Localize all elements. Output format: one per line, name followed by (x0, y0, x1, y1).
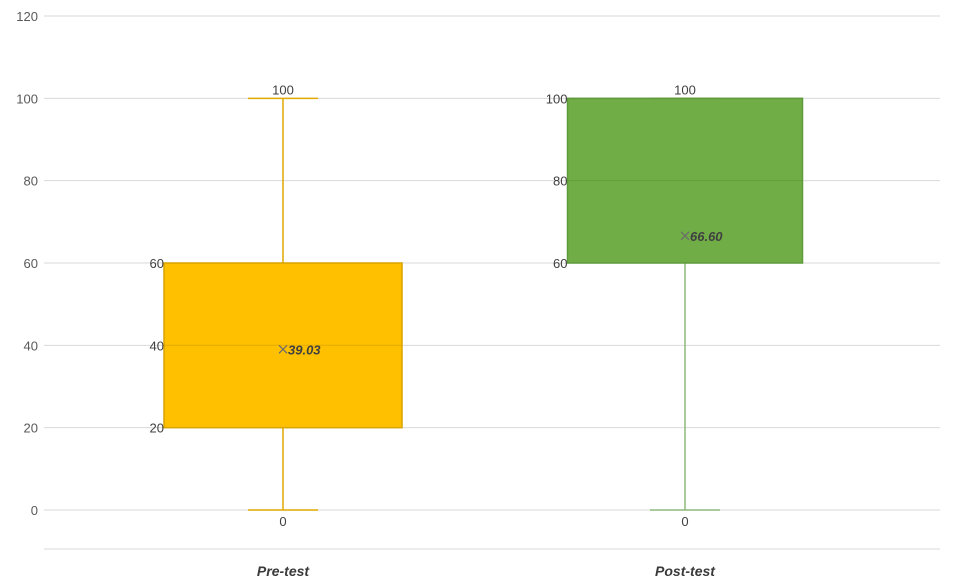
y-tick-label-80: 80 (24, 174, 38, 189)
q3-label-post-test: 100 (546, 91, 568, 106)
median-label-pre-test: 40 (150, 338, 164, 353)
min-label-post-test: 0 (681, 514, 688, 529)
y-tick-label-120: 120 (16, 9, 38, 24)
q3-label-pre-test: 60 (150, 256, 164, 271)
box-post-test: 66.60 100 0 100 80 60 (546, 82, 804, 529)
y-tick-label-100: 100 (16, 91, 38, 106)
max-label-pre-test: 100 (272, 82, 294, 97)
q1-label-post-test: 60 (553, 256, 567, 271)
category-label-post-test: Post-test (655, 563, 716, 579)
y-tick-label-40: 40 (24, 338, 38, 353)
max-label-post-test: 100 (674, 82, 696, 97)
x-axis-category-labels: Pre-test Post-test (257, 563, 716, 579)
median-label-post-test: 80 (553, 174, 567, 189)
mean-marker-post-test (680, 231, 690, 241)
box-series: 39.03 100 0 60 40 20 66.60 100 0 100 80 60 (150, 82, 804, 529)
y-tick-label-60: 60 (24, 256, 38, 271)
category-label-pre-test: Pre-test (257, 563, 310, 579)
box-pre-test: 39.03 100 0 60 40 20 (150, 82, 403, 529)
mean-label-post-test: 66.60 (690, 229, 723, 244)
mean-label-pre-test: 39.03 (288, 342, 321, 357)
mean-marker-pre-test (278, 344, 288, 354)
y-tick-label-20: 20 (24, 421, 38, 436)
q1-label-pre-test: 20 (150, 421, 164, 436)
y-axis-tick-labels: 0 20 40 60 80 100 120 (16, 9, 38, 518)
y-tick-label-0: 0 (31, 503, 38, 518)
min-label-pre-test: 0 (279, 514, 286, 529)
